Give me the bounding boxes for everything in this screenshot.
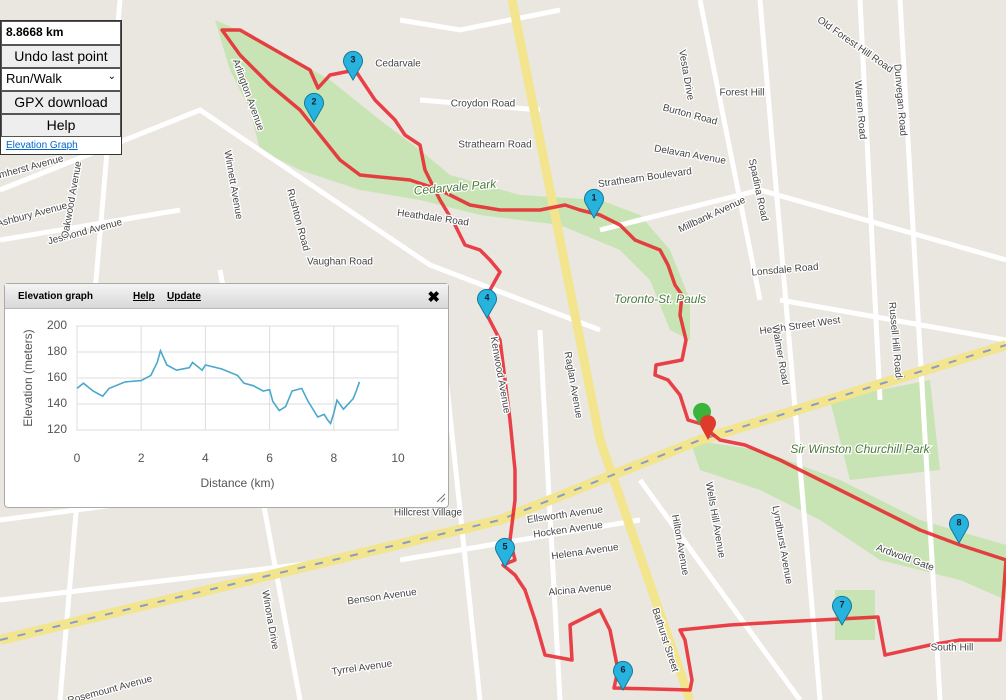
street-label: Cedarvale [375, 59, 421, 70]
x-tick-label: 8 [330, 451, 337, 465]
control-panel: 8.8668 km Undo last point Run/Walk ⌄ GPX … [0, 20, 122, 155]
street-label: Warren Road [852, 80, 868, 140]
route-marker [949, 513, 969, 545]
street-label: Croydon Road [451, 99, 515, 110]
marker-number: 5 [502, 541, 507, 551]
street-label: Toronto-St. Pauls [614, 292, 706, 306]
street-label: Sir Winston Churchill Park [790, 442, 930, 456]
route [220, 28, 1006, 692]
help-link[interactable]: Help [133, 291, 155, 302]
marker-number: 2 [311, 96, 316, 106]
route-marker [343, 50, 363, 82]
distance-display: 8.8668 km [1, 21, 121, 45]
mode-value: Run/Walk [6, 71, 62, 86]
x-axis-label: Distance (km) [200, 476, 274, 490]
y-tick-label: 140 [47, 396, 67, 410]
y-tick-label: 120 [47, 422, 67, 436]
street-label: South Hill [931, 643, 974, 654]
update-link[interactable]: Update [167, 291, 201, 302]
y-tick-label: 160 [47, 370, 67, 384]
x-tick-label: 10 [391, 451, 405, 465]
y-tick-label: 200 [47, 318, 67, 332]
route-marker [584, 188, 604, 220]
route-marker [477, 288, 497, 320]
marker-number: 8 [956, 517, 961, 527]
marker-number: 3 [350, 54, 355, 64]
x-tick-label: 0 [74, 451, 81, 465]
route-marker [613, 660, 633, 692]
panel-title: Elevation graph [18, 291, 94, 302]
panel-header: Elevation graph Help Update ✖ [5, 284, 448, 309]
close-button[interactable]: ✖ [427, 289, 440, 306]
elevation-link[interactable]: Elevation Graph [6, 140, 78, 151]
marker-number: 6 [620, 664, 625, 674]
gpx-button[interactable]: GPX download [1, 91, 121, 114]
x-tick-label: 4 [202, 451, 209, 465]
street-label: Hillcrest Village [394, 508, 463, 519]
street-label: Forest Hill [719, 88, 764, 99]
street-label: Vaughan Road [307, 257, 373, 268]
y-axis-label: Elevation (meters) [21, 329, 35, 426]
marker-number: 4 [484, 292, 489, 302]
elevation-line [76, 348, 361, 426]
y-tick-label: 180 [47, 344, 67, 358]
elevation-panel: Elevation graph Help Update ✖ 120 140 160 1… [4, 283, 449, 508]
route-marker [495, 537, 515, 569]
resize-handle [436, 493, 446, 503]
x-tick-label: 2 [138, 451, 145, 465]
street-label: Strathearn Road [458, 140, 531, 151]
help-button[interactable]: Help [1, 114, 121, 137]
elevation-chart: 120 140 160 180 200 0 2 4 6 8 10 Distance (km) Eleva… [21, 318, 446, 503]
parks [215, 20, 1006, 640]
route-marker [304, 92, 324, 124]
mode-select[interactable]: Run/Walk ⌄ [1, 68, 121, 91]
marker-number: 7 [839, 599, 844, 609]
marker-number: 1 [591, 192, 596, 202]
start-end-markers [693, 402, 717, 440]
undo-button[interactable]: Undo last point [1, 45, 121, 68]
route-marker [832, 595, 852, 627]
x-tick-label: 6 [266, 451, 273, 465]
